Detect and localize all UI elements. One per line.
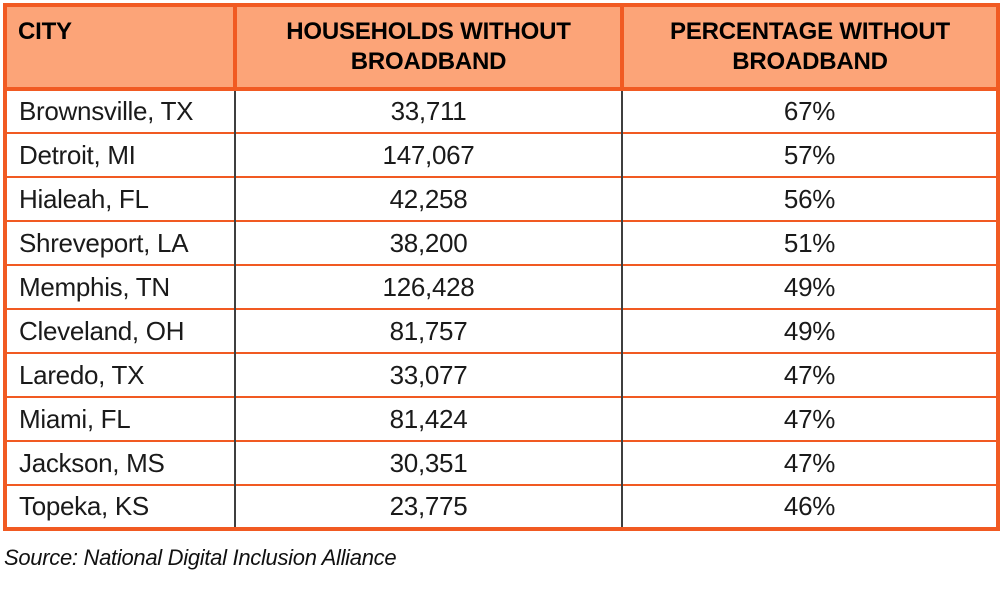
percentage-cell: 67% xyxy=(621,88,999,133)
households-cell: 81,757 xyxy=(234,308,623,353)
table-body: Brownsville, TX 33,711 67% Detroit, MI 147,0… xyxy=(4,88,999,529)
source-note: Source: National Digital Inclusion Allia… xyxy=(4,545,397,570)
broadband-infographic: CITY HOUSEHOLDS WITHOUT BROADBAND PERCEN… xyxy=(3,3,1000,570)
percentage-cell: 47% xyxy=(621,396,999,441)
table-row: Topeka, KS 23,775 46% xyxy=(4,484,999,529)
header-percentage-without-broadband: PERCENTAGE WITHOUT BROADBAND xyxy=(620,3,1000,91)
percentage-cell: 49% xyxy=(621,264,999,309)
header-households-without-broadband: HOUSEHOLDS WITHOUT BROADBAND xyxy=(233,3,624,91)
header-row: CITY HOUSEHOLDS WITHOUT BROADBAND PERCEN… xyxy=(3,3,1000,91)
households-cell: 126,428 xyxy=(234,264,623,309)
households-cell: 38,200 xyxy=(234,220,623,265)
table-row: Shreveport, LA 38,200 51% xyxy=(4,220,999,265)
households-cell: 81,424 xyxy=(234,396,623,441)
city-cell: Miami, FL xyxy=(4,396,236,441)
percentage-cell: 47% xyxy=(621,440,999,485)
percentage-cell: 46% xyxy=(621,484,999,529)
households-cell: 33,711 xyxy=(234,88,623,133)
city-cell: Jackson, MS xyxy=(4,440,236,485)
city-cell: Hialeah, FL xyxy=(4,176,236,221)
table-row: Jackson, MS 30,351 47% xyxy=(4,440,999,485)
broadband-table: CITY HOUSEHOLDS WITHOUT BROADBAND PERCEN… xyxy=(3,3,1000,531)
city-cell: Topeka, KS xyxy=(4,484,236,529)
table-row: Laredo, TX 33,077 47% xyxy=(4,352,999,397)
households-cell: 42,258 xyxy=(234,176,623,221)
percentage-cell: 47% xyxy=(621,352,999,397)
table-row: Memphis, TN 126,428 49% xyxy=(4,264,999,309)
table-row: Miami, FL 81,424 47% xyxy=(4,396,999,441)
households-cell: 30,351 xyxy=(234,440,623,485)
city-cell: Shreveport, LA xyxy=(4,220,236,265)
city-cell: Memphis, TN xyxy=(4,264,236,309)
table-row: Brownsville, TX 33,711 67% xyxy=(4,88,999,133)
table-row: Cleveland, OH 81,757 49% xyxy=(4,308,999,353)
households-cell: 23,775 xyxy=(234,484,623,529)
city-cell: Laredo, TX xyxy=(4,352,236,397)
percentage-cell: 56% xyxy=(621,176,999,221)
households-cell: 33,077 xyxy=(234,352,623,397)
header-city: CITY xyxy=(3,3,237,91)
households-cell: 147,067 xyxy=(234,132,623,177)
table-row: Hialeah, FL 42,258 56% xyxy=(4,176,999,221)
table-row: Detroit, MI 147,067 57% xyxy=(4,132,999,177)
city-cell: Detroit, MI xyxy=(4,132,236,177)
percentage-cell: 57% xyxy=(621,132,999,177)
percentage-cell: 51% xyxy=(621,220,999,265)
percentage-cell: 49% xyxy=(621,308,999,353)
city-cell: Cleveland, OH xyxy=(4,308,236,353)
city-cell: Brownsville, TX xyxy=(4,88,236,133)
